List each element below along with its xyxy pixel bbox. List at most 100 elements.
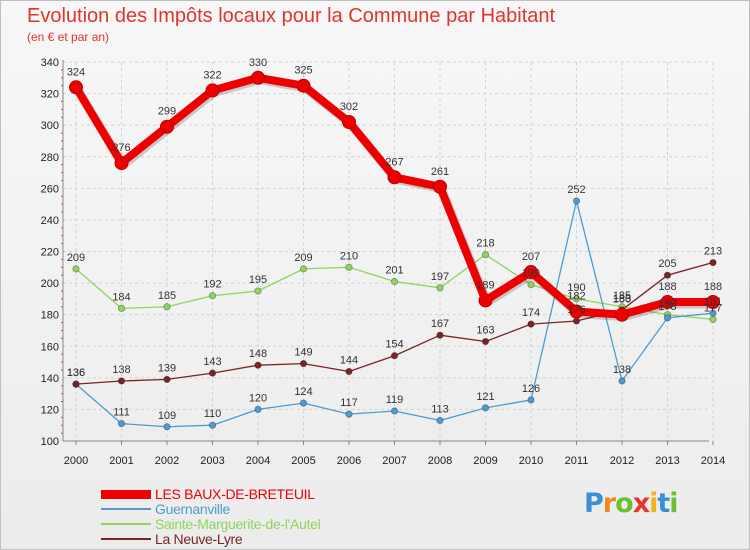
data-point	[572, 295, 581, 303]
data-point	[69, 80, 83, 95]
data-label: 213	[704, 246, 722, 258]
x-tick-label: 2000	[64, 455, 88, 467]
data-label: 124	[294, 386, 312, 398]
chart-title: Evolution des Impôts locaux pour la Comm…	[27, 5, 556, 27]
data-label: 190	[567, 282, 585, 294]
data-point	[709, 315, 717, 324]
data-label: 119	[386, 394, 404, 406]
data-point	[436, 284, 444, 292]
x-tick-label: 2009	[473, 455, 497, 467]
data-point	[345, 263, 353, 271]
data-point	[72, 380, 80, 388]
data-point	[436, 331, 444, 339]
data-point	[251, 70, 265, 85]
data-point	[299, 399, 308, 407]
data-label: 218	[476, 238, 494, 250]
data-label: 177	[704, 302, 722, 314]
legend-label: Sainte-Marguerite-de-l'Autel	[155, 516, 321, 532]
data-point	[342, 115, 356, 130]
data-point	[345, 367, 353, 376]
logo-letter: r	[602, 488, 616, 519]
proxiti-logo: Proxiti	[584, 488, 679, 519]
data-point	[660, 295, 675, 310]
legend-label: La Neuve-Lyre	[155, 531, 243, 547]
data-label: 110	[204, 408, 222, 420]
x-tick-label: 2003	[200, 455, 224, 467]
x-tick-label: 2008	[428, 455, 452, 467]
data-label: 302	[340, 101, 358, 113]
data-label: 167	[431, 318, 449, 330]
y-tick-label: 280	[41, 152, 59, 164]
series-points	[69, 70, 720, 431]
data-point	[706, 295, 720, 310]
data-point	[208, 292, 217, 300]
data-point	[72, 265, 80, 273]
legend-swatch	[101, 523, 151, 525]
data-label: 180	[613, 294, 631, 306]
data-point	[254, 361, 262, 369]
logo-letter: t	[657, 488, 670, 519]
data-point	[163, 375, 171, 384]
data-point	[208, 421, 217, 429]
data-label: 195	[249, 274, 267, 286]
data-label: 210	[340, 250, 358, 262]
data-label: 154	[385, 339, 403, 351]
data-point	[615, 307, 629, 322]
x-tick-label: 2014	[701, 455, 725, 467]
data-label: 267	[385, 156, 403, 168]
data-label: 111	[113, 407, 130, 419]
data-point	[481, 404, 490, 412]
x-tick-label: 2013	[655, 455, 679, 467]
y-tick-label: 120	[41, 404, 59, 416]
data-point	[114, 156, 129, 171]
data-label: 136	[67, 367, 85, 379]
data-point	[299, 265, 308, 273]
data-label: 183	[613, 293, 631, 305]
data-point	[436, 416, 444, 425]
data-label: 188	[704, 281, 722, 293]
data-point	[572, 317, 581, 325]
data-label: 201	[385, 265, 403, 277]
x-tick-label: 2007	[382, 455, 406, 467]
data-label: 144	[340, 355, 358, 367]
x-tick-label: 2012	[610, 455, 634, 467]
y-tick-label: 240	[41, 215, 59, 227]
data-label: 139	[158, 362, 176, 374]
x-tick-label: 2001	[109, 455, 133, 467]
logo-letter: i	[669, 488, 678, 519]
data-label: 185	[613, 290, 631, 302]
data-label: 207	[522, 251, 540, 263]
x-tick-label: 2004	[246, 455, 270, 467]
data-label: 113	[431, 403, 449, 415]
data-label: 299	[158, 106, 176, 118]
grid-lines	[63, 61, 714, 442]
data-label: 322	[203, 69, 221, 81]
y-tick-label: 180	[41, 310, 59, 322]
data-label: 325	[294, 65, 312, 77]
data-label: 205	[658, 258, 676, 270]
data-label: 209	[294, 252, 312, 264]
data-point	[572, 197, 581, 205]
data-point	[117, 304, 126, 312]
data-point	[205, 83, 220, 98]
data-point	[709, 258, 717, 267]
data-label: 199	[522, 268, 540, 280]
data-point	[390, 277, 399, 286]
data-point	[709, 309, 717, 317]
y-tick-label: 340	[41, 57, 59, 69]
data-point	[663, 314, 672, 322]
y-tick-label: 100	[41, 436, 59, 448]
data-point	[524, 265, 538, 280]
data-point	[299, 360, 308, 368]
legend-label: Guernanville	[155, 501, 230, 517]
logo-letter: i	[649, 488, 658, 519]
data-label: 178	[658, 301, 676, 313]
data-label: 261	[431, 166, 449, 178]
data-point	[390, 407, 399, 415]
data-point	[663, 271, 672, 279]
y-tick-label: 300	[41, 120, 59, 132]
data-point	[345, 410, 353, 418]
